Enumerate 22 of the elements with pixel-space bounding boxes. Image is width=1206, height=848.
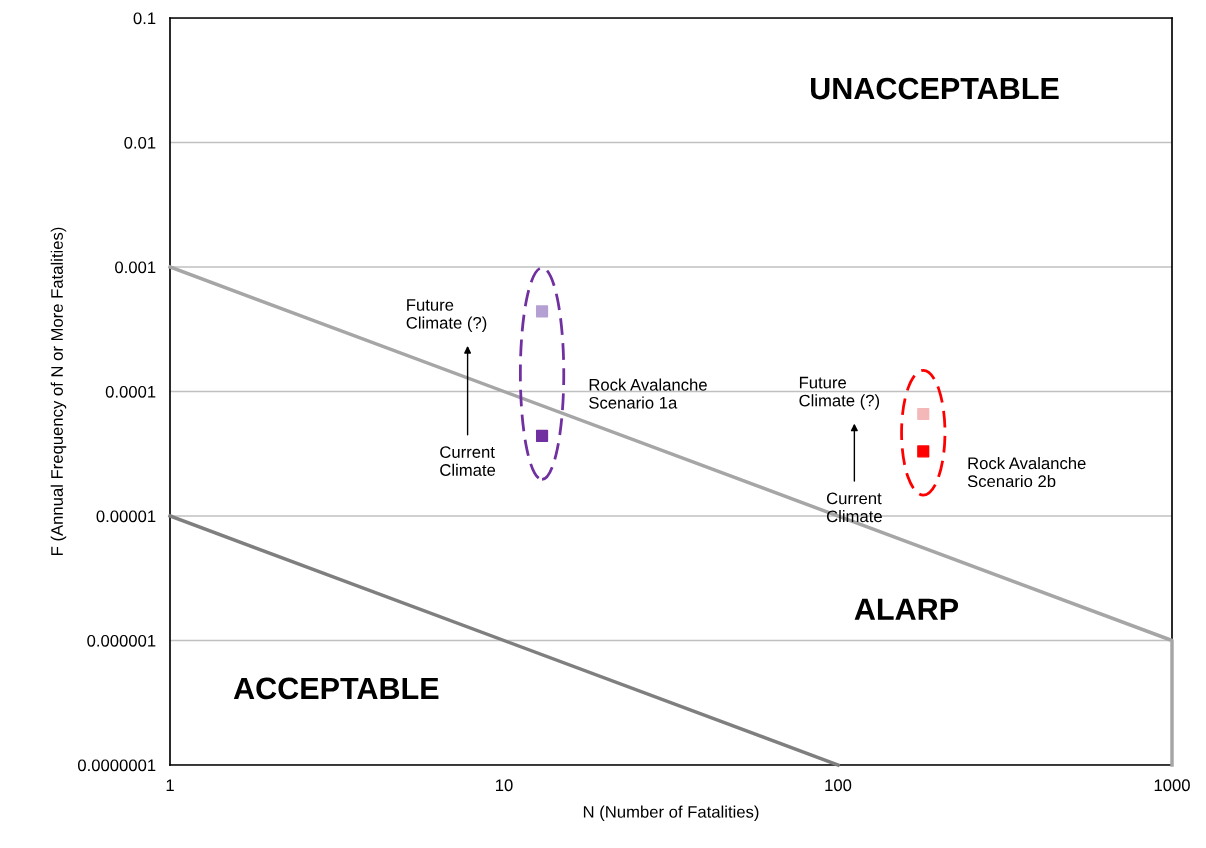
x-tick-label: 10 [496, 779, 513, 792]
annotation: Current Climate [826, 492, 882, 523]
y-tick-label: 0.01 [124, 136, 156, 149]
x-tick-label: 1000 [1154, 779, 1190, 792]
x-tick-label: 100 [825, 779, 852, 792]
y-tick-label: 0.1 [133, 12, 156, 25]
annotation: Current Climate [440, 446, 496, 476]
annotation: Rock Avalanche Scenario 2b [967, 456, 1086, 488]
annotation: ALARP [854, 598, 959, 620]
y-tick-label: 0.000001 [87, 634, 156, 647]
y-tick-label: 0.0000001 [77, 759, 156, 772]
annotation: Future Climate (?) [799, 376, 880, 410]
y-tick-label: 0.0001 [105, 385, 156, 398]
x-tick-label: 1 [166, 779, 174, 791]
x-axis-title: N (Number of Fatalities) [583, 805, 759, 822]
y-tick-label: 0.00001 [96, 510, 156, 523]
annotation: ACCEPTABLE [233, 677, 439, 700]
y-axis-title: F (Annual Frequency of N or More Fatalities) [50, 227, 67, 555]
annotation: Future Climate (?) [406, 299, 487, 333]
annotation: Rock Avalanche Scenario 1a [589, 378, 707, 409]
y-tick-label: 0.001 [115, 261, 156, 274]
annotation: UNACCEPTABLE [811, 77, 1059, 100]
